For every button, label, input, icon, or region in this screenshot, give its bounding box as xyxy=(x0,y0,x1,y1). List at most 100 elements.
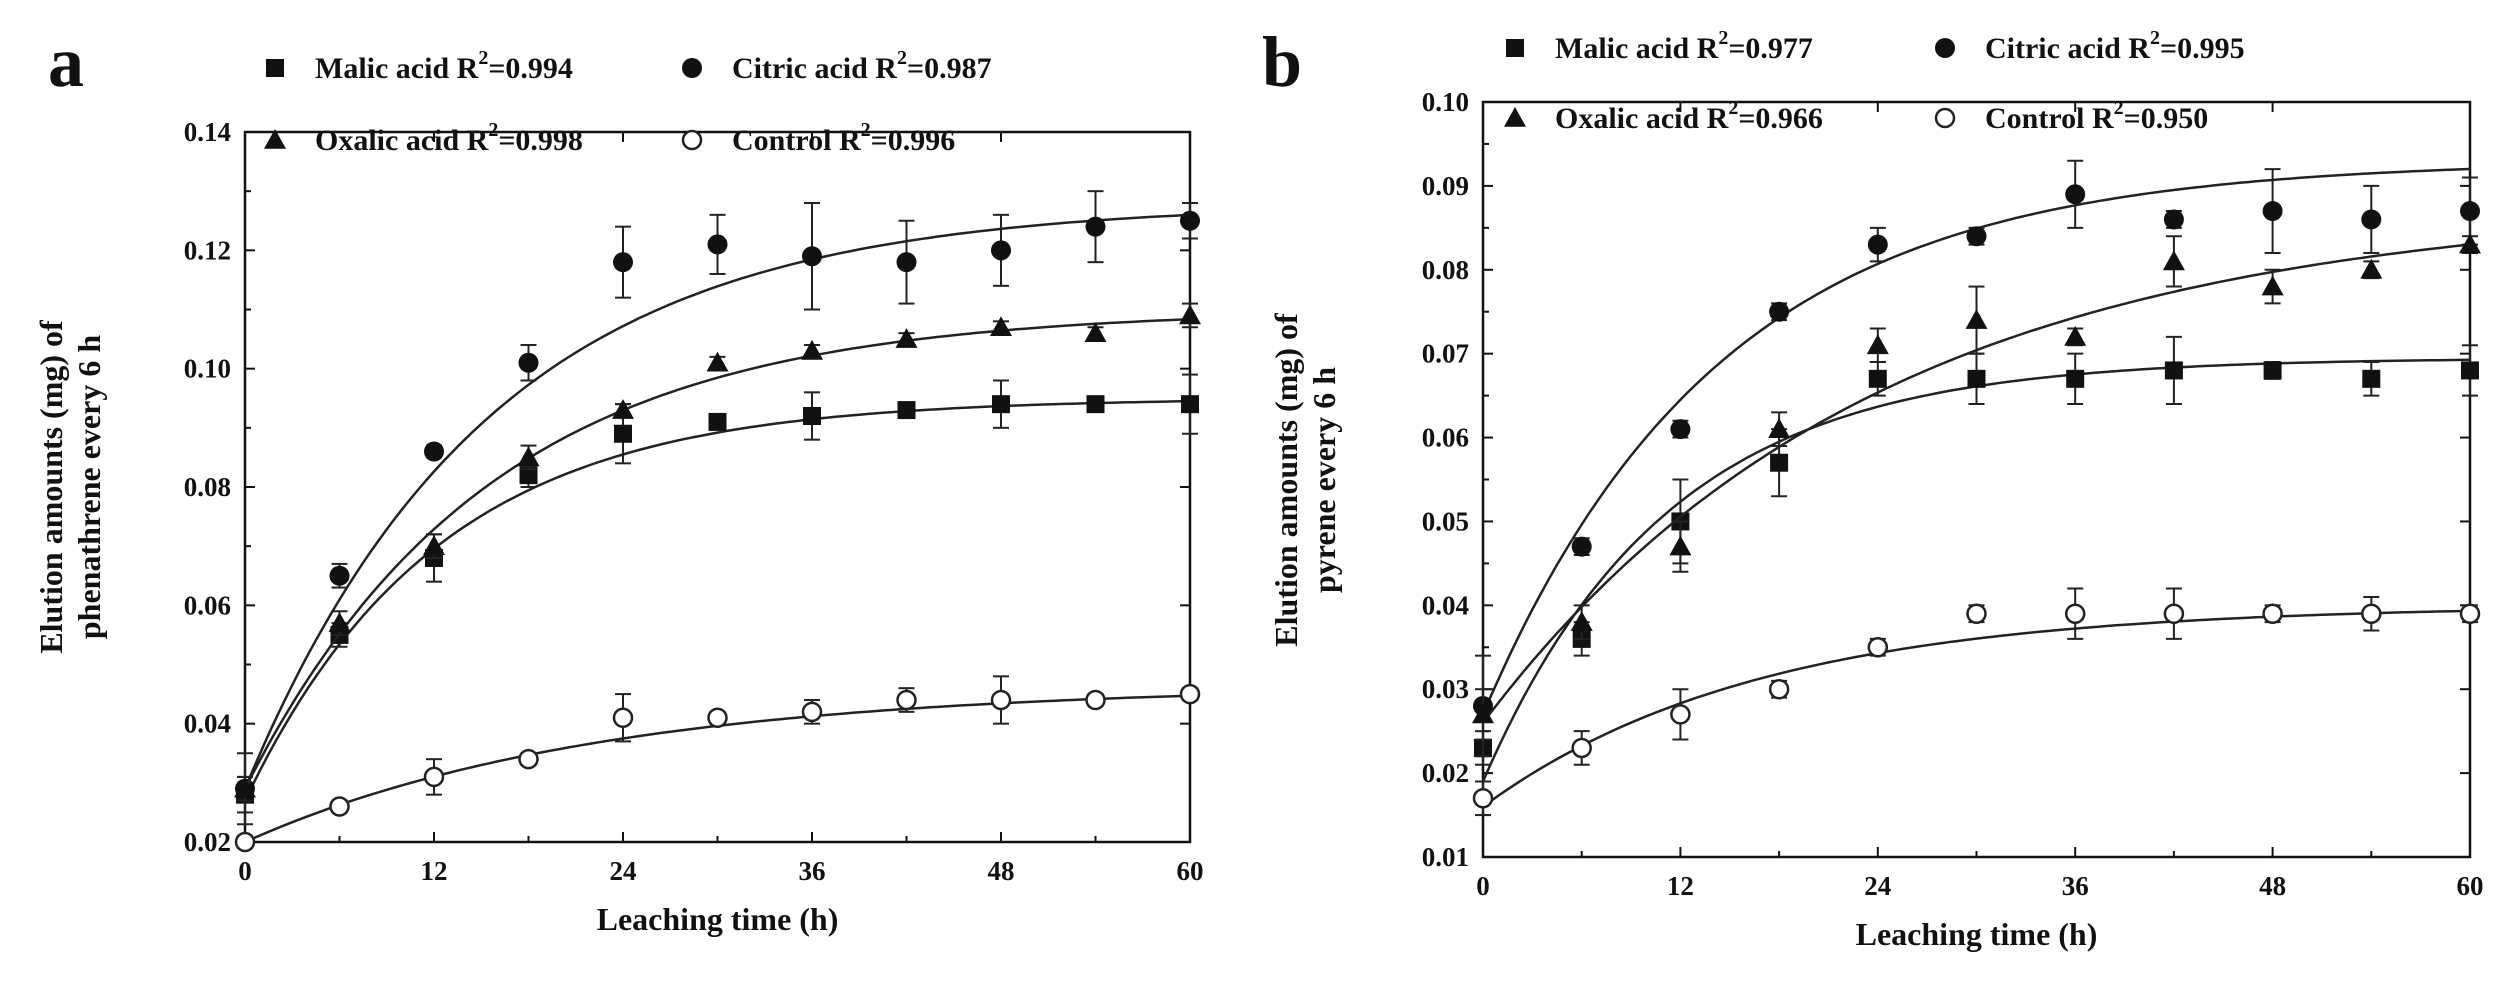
panel-b-legend-entry: Citric acid R2=0.995 xyxy=(1935,27,2245,65)
panel-a-y-axis-title-line: Elution amounts (mg) of xyxy=(33,320,69,654)
panel-b-data-point xyxy=(1768,418,1791,438)
panel-a-y-axis-title-line: phenathrene every 6 h xyxy=(71,335,107,639)
panel-b-y-tick-label: 0.05 xyxy=(1422,506,1469,536)
panel-b-data-point xyxy=(2459,603,2481,624)
panel-b-data-point xyxy=(2361,209,2382,230)
panel-b-legend-r2-value: =0.950 xyxy=(2124,102,2209,135)
panel-a-legend-label: Malic acid R2=0.994 xyxy=(315,47,573,85)
panel-a-data-point xyxy=(990,689,1012,711)
panel-b-y-tick-label: 0.09 xyxy=(1422,171,1469,201)
panel-b-data-point xyxy=(1867,637,1889,658)
panel-a-data-point xyxy=(707,707,728,728)
panel-b-data-point xyxy=(1769,301,1790,322)
panel-b-data-point xyxy=(1770,453,1789,472)
panel-a-data-point xyxy=(896,252,917,273)
panel-b-x-tick-label: 24 xyxy=(1864,871,1891,901)
panel-a-data-point xyxy=(613,252,633,273)
panel-b-data-point xyxy=(2066,369,2085,388)
panel-a-y-tick-label: 0.12 xyxy=(184,235,231,265)
panel-a-legend-name: Control R xyxy=(732,124,861,157)
panel-b-y-tick-label: 0.10 xyxy=(1422,87,1469,117)
panel-b-x-tick-label: 12 xyxy=(1667,871,1694,901)
panel-a-data-point xyxy=(329,796,350,817)
panel-b-fit-curve xyxy=(1482,609,2471,808)
panel-b-data-point xyxy=(2164,361,2183,380)
panel-b-legend-label: Oxalic acid R2=0.966 xyxy=(1555,97,1823,135)
panel-b-legend-label: Malic acid R2=0.977 xyxy=(1555,27,1813,65)
panel-b-data-point xyxy=(1965,309,1988,329)
panel-a-legend-marker xyxy=(266,59,284,77)
panel-a-legend-name: Malic acid R xyxy=(315,52,479,85)
panel-b-legend-name: Citric acid R xyxy=(1985,32,2150,65)
panel-a-data-point xyxy=(801,339,823,360)
panel-b-data-point xyxy=(2461,361,2479,380)
panel-a-data-point xyxy=(1179,683,1201,705)
panel-a-legend-entry: Control R2=0.996 xyxy=(681,119,955,157)
panel-a-y-tick-label: 0.08 xyxy=(184,472,231,502)
panel-a-legend-superscript: 2 xyxy=(861,119,871,141)
panel-b-data-point xyxy=(2361,603,2382,624)
panel-b-legend-label: Control R2=0.950 xyxy=(1985,97,2208,135)
panel-b-legend-superscript: 2 xyxy=(1718,27,1728,49)
panel-b-data-point xyxy=(2064,325,2087,346)
panel-b-legend-superscript: 2 xyxy=(2114,97,2124,119)
panel-a-data-point xyxy=(1179,304,1201,325)
panel-a-chart: a 0.02 0.04 0.06 0.08 0.10 0.12 0.14 0 12 24 36 48 60… xyxy=(33,22,1204,937)
panel-b-y-tick-label: 0.03 xyxy=(1422,674,1469,704)
panel-b-data-point xyxy=(1768,678,1790,700)
panel-b-y-tick-label: 0.02 xyxy=(1422,758,1469,788)
panel-b-y-tick-label: 0.04 xyxy=(1422,590,1469,620)
panel-a-legend-label: Oxalic acid R2=0.998 xyxy=(315,119,583,157)
panel-a-x-tick-label: 12 xyxy=(421,856,448,886)
panel-b-x-tick-label: 48 xyxy=(2259,871,2286,901)
panel-b-data-point xyxy=(1868,369,1887,388)
panel-b-data-point xyxy=(2360,258,2383,279)
panel-b-x-axis-title: Leaching time (h) xyxy=(1856,916,2098,952)
panel-b-x-tick-label: 0 xyxy=(1476,871,1490,901)
panel-a-fit-curve xyxy=(243,399,1191,802)
panel-b-series-control xyxy=(1472,587,2481,817)
panel-b-data-point xyxy=(2261,275,2284,296)
panel-b-data-point xyxy=(2065,184,2086,205)
panel-a-y-tick-label: 0.04 xyxy=(184,709,231,739)
panel-a-data-point xyxy=(1085,689,1106,711)
panel-a-data-point xyxy=(896,689,917,711)
panel-b-data-point xyxy=(1571,536,1592,557)
panel-b-data-point xyxy=(2362,369,2381,388)
panel-a-letter: a xyxy=(48,22,84,102)
panel-a-data-point xyxy=(708,412,727,431)
panel-a-data-point xyxy=(612,707,634,728)
panel-a-data-point xyxy=(1086,395,1105,414)
panel-a-legend-label: Citric acid R2=0.987 xyxy=(732,47,992,85)
panel-a-fit-curve xyxy=(243,317,1191,790)
panel-b-legend-superscript: 2 xyxy=(1728,97,1738,119)
panel-b-data-point xyxy=(2162,250,2185,271)
panel-b-data-point xyxy=(1669,535,1692,556)
panel-a-data-point xyxy=(1181,395,1199,414)
panel-a-series-control xyxy=(234,675,1201,853)
panel-b-legend-r2-value: =0.995 xyxy=(2160,32,2245,65)
panel-b-legend-name: Oxalic acid R xyxy=(1555,102,1729,135)
panel-b-y-axis-title-line: pyrene every 6 h xyxy=(1306,367,1342,593)
panel-a-x-tick-label: 24 xyxy=(610,856,637,886)
panel-a-y-tick-label: 0.06 xyxy=(184,590,231,620)
panel-a-legend-superscript: 2 xyxy=(478,47,488,69)
panel-a-data-point xyxy=(518,748,539,770)
panel-b-data-point xyxy=(1966,226,1987,247)
panel-a-data-point xyxy=(706,351,729,372)
panel-b-series-citric-acid xyxy=(1473,159,2480,758)
panel-b-legend-entry: Oxalic acid R2=0.966 xyxy=(1504,97,1823,135)
panel-a-data-point xyxy=(424,441,444,462)
panel-b-x-tick-label: 36 xyxy=(2062,871,2089,901)
panel-b-series-oxalic-acid xyxy=(1472,233,2481,741)
panel-b-data-point xyxy=(2163,603,2185,624)
panel-a-data-point xyxy=(801,701,823,723)
panel-a-legend-superscript: 2 xyxy=(897,47,907,69)
panel-b-fit-curve xyxy=(1481,167,2471,715)
panel-a-data-point xyxy=(707,234,728,255)
panel-a-x-tick-label: 60 xyxy=(1177,856,1204,886)
panel-b-data-point xyxy=(1472,788,1494,809)
panel-a-x-tick-label: 36 xyxy=(799,856,826,886)
panel-a-data-point xyxy=(328,612,351,632)
